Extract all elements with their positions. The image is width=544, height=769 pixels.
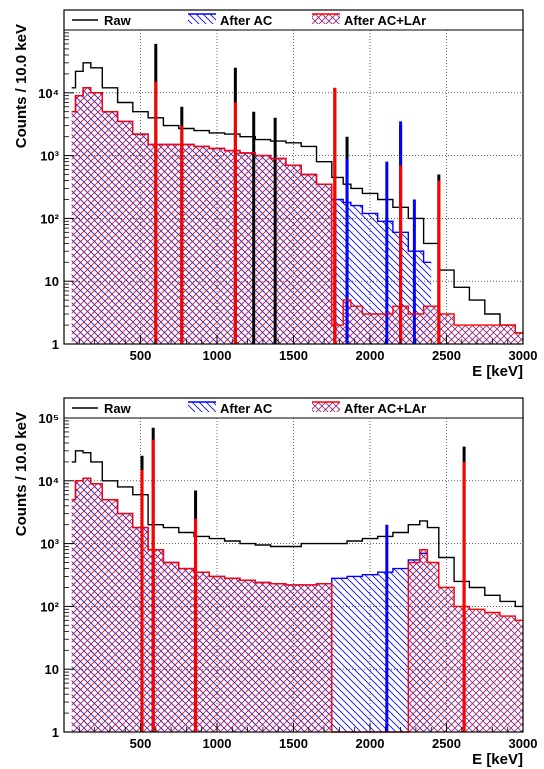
series-area-after-ac-lar	[71, 478, 523, 732]
x-tick-label: 500	[130, 736, 152, 751]
y-tick-label: 10²	[40, 211, 59, 226]
y-axis-title: Counts / 10.0 keV	[13, 412, 30, 536]
x-tick-label: 2500	[432, 736, 461, 751]
legend-after-ac: After AC	[220, 13, 273, 28]
series-line-after-ac-lar	[71, 477, 523, 733]
series-line-raw	[71, 62, 523, 334]
y-tick-label: 10³	[40, 537, 59, 552]
x-tick-label: 2500	[432, 348, 461, 363]
x-tick-label: 3000	[509, 736, 538, 751]
y-tick-label: 10³	[40, 149, 59, 164]
x-tick-label: 2000	[356, 736, 385, 751]
x-axis-title: E [keV]	[472, 751, 523, 768]
legend-after-ac-lar: After AC+LAr	[344, 13, 426, 28]
series-lines	[71, 43, 523, 344]
legend: Raw After AC After AC+LAr	[72, 401, 426, 416]
y-tick-label: 10	[45, 274, 59, 289]
x-tick-label: 2000	[356, 348, 385, 363]
x-tick-label: 1000	[203, 736, 232, 751]
y-tick-label: 10²	[40, 599, 59, 614]
axes: 500 1000 1500 2000 2500 3000 1 10 10² 10³ 10⁴ 10⁵ E …	[13, 411, 537, 768]
y-tick-label: 10	[45, 662, 59, 677]
y-tick-label: 10⁵	[38, 411, 59, 426]
legend-after-ac-lar-swatch	[312, 14, 340, 24]
y-tick-label: 1	[52, 337, 59, 352]
legend-raw: Raw	[104, 401, 132, 416]
series-line-raw	[71, 450, 523, 608]
axes: 500 1000 1500 2000 2500 3000 1 10 10² 10³ 10⁴ E [ke…	[13, 24, 537, 380]
x-tick-label: 1000	[203, 348, 232, 363]
series-lines	[71, 427, 523, 733]
series-fills	[71, 87, 523, 345]
series-fills	[71, 478, 523, 732]
y-tick-label: 10⁴	[38, 474, 59, 489]
legend-after-ac-swatch	[188, 14, 216, 24]
x-axis-title: E [keV]	[472, 363, 523, 380]
legend-raw: Raw	[104, 13, 132, 28]
y-tick-label: 1	[52, 725, 59, 740]
legend-after-ac: After AC	[220, 401, 273, 416]
legend-after-ac-lar: After AC+LAr	[344, 401, 426, 416]
legend-after-ac-swatch	[188, 402, 216, 412]
x-tick-label: 1500	[279, 736, 308, 751]
x-tick-label: 500	[130, 348, 152, 363]
bottom-chart-panel: 500 1000 1500 2000 2500 3000 1 10 10² 10³ 10⁴ 10⁵ E …	[13, 397, 537, 768]
y-tick-label: 10⁴	[38, 86, 59, 101]
y-axis-title: Counts / 10.0 keV	[13, 24, 30, 148]
series-line-after-ac-lar	[71, 87, 523, 334]
top-chart-panel: 500 1000 1500 2000 2500 3000 1 10 10² 10³ 10⁴ E [ke…	[13, 9, 537, 380]
legend: Raw After AC After AC+LAr	[72, 13, 426, 28]
series-area-after-ac-lar	[71, 87, 523, 345]
x-tick-label: 1500	[279, 348, 308, 363]
legend-after-ac-lar-swatch	[312, 402, 340, 412]
x-tick-label: 3000	[509, 348, 538, 363]
